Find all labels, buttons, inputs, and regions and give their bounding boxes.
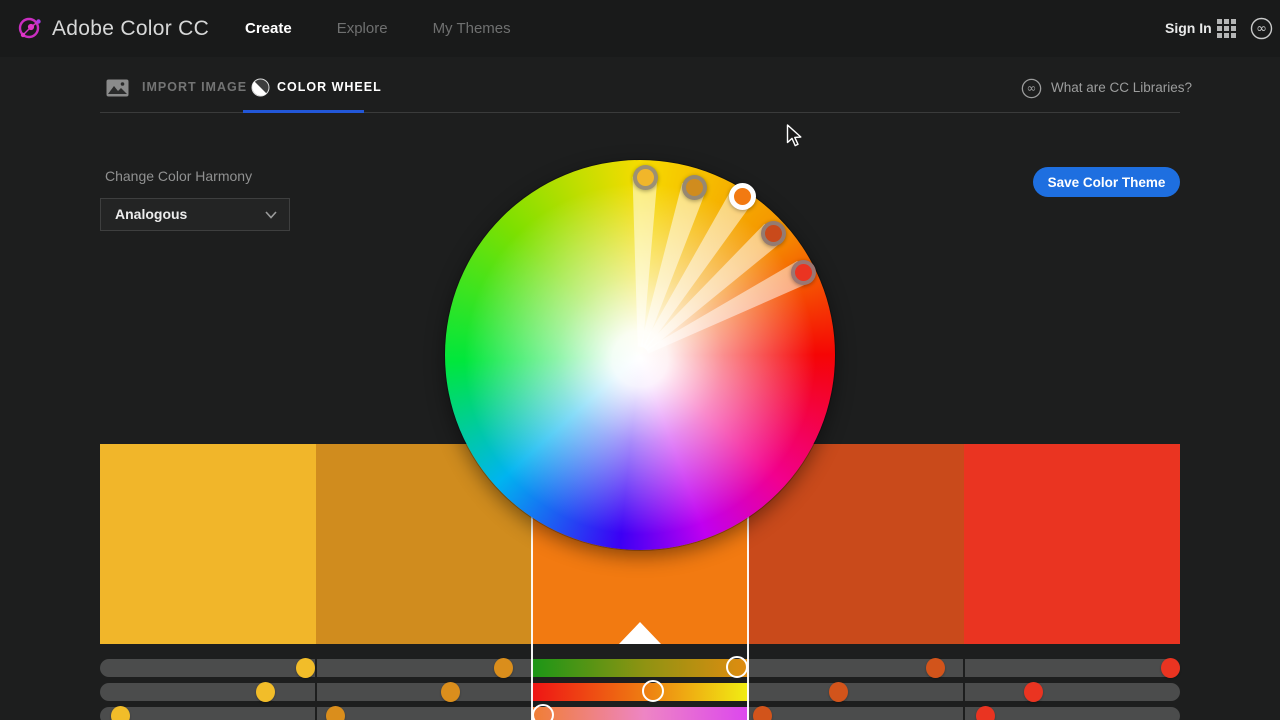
wheel-marker-1[interactable] [681, 174, 707, 200]
red-slider-handle-2[interactable] [726, 656, 748, 678]
green-slider-handle-0[interactable] [255, 681, 275, 702]
import-image-icon [106, 79, 129, 97]
green-slider-handle-2[interactable] [642, 680, 664, 702]
wheel-marker-3[interactable] [760, 220, 786, 246]
mouse-cursor-icon [786, 124, 802, 147]
adobe-color-logo-icon[interactable] [16, 14, 44, 42]
selected-swatch-right-border [747, 444, 749, 720]
color-wheel-icon [251, 78, 270, 97]
slider-separator [315, 659, 317, 677]
blue-slider-handle-2[interactable] [532, 704, 554, 720]
blue-gradient-track[interactable] [532, 707, 748, 720]
slider-row-red[interactable] [100, 659, 1180, 677]
tab-color-wheel[interactable]: COLOR WHEEL [277, 80, 382, 94]
green-slider-handle-1[interactable] [440, 681, 460, 702]
green-gradient-track[interactable] [532, 683, 748, 701]
swatch-4[interactable] [964, 444, 1180, 644]
green-slider-handle-4[interactable] [1023, 681, 1043, 702]
wheel-marker-2-selected[interactable] [728, 182, 756, 210]
nav-item-explore[interactable]: Explore [336, 20, 388, 37]
slider-separator [315, 683, 317, 701]
slider-separator [315, 707, 317, 720]
save-color-theme-button[interactable]: Save Color Theme [1033, 167, 1180, 197]
apps-grid-icon[interactable] [1217, 19, 1236, 38]
blue-slider-handle-1[interactable] [325, 705, 345, 720]
green-slider-handle-3[interactable] [828, 681, 848, 702]
tab-import-image[interactable]: IMPORT IMAGE [142, 80, 248, 94]
swatch-row [100, 444, 1180, 644]
harmony-label: Change Color Harmony [105, 168, 253, 184]
wheel-marker-0[interactable] [632, 164, 658, 190]
slider-row-blue[interactable] [100, 707, 1180, 720]
blue-slider-handle-0[interactable] [110, 705, 130, 720]
sign-in-link[interactable]: Sign In [1165, 20, 1212, 36]
swatch-0[interactable] [100, 444, 316, 644]
main-nav: Create Explore My Themes [245, 0, 511, 57]
cc-libraries-icon: ∞ [1021, 78, 1042, 99]
wheel-marker-4[interactable] [790, 259, 816, 285]
red-slider-handle-4[interactable] [1160, 657, 1180, 678]
blue-slider-handle-3[interactable] [752, 705, 772, 720]
red-slider-handle-1[interactable] [493, 657, 513, 678]
active-tab-underline [243, 110, 364, 113]
harmony-dropdown[interactable]: Analogous [100, 198, 290, 231]
slider-separator [963, 683, 965, 701]
selected-swatch-pointer-triangle [619, 622, 661, 644]
red-slider-handle-0[interactable] [295, 657, 315, 678]
svg-text:∞: ∞ [1256, 22, 1267, 37]
color-wheel[interactable] [445, 160, 835, 550]
red-slider-handle-3[interactable] [925, 657, 945, 678]
cc-libraries-link[interactable]: What are CC Libraries? [1051, 80, 1193, 95]
nav-item-my-themes[interactable]: My Themes [432, 20, 511, 37]
harmony-selected-value: Analogous [115, 206, 188, 222]
slider-row-green[interactable] [100, 683, 1180, 701]
slider-separator [963, 659, 965, 677]
creative-cloud-icon[interactable]: ∞ [1250, 17, 1273, 40]
slider-separator [963, 707, 965, 720]
chevron-down-icon [265, 211, 277, 219]
svg-text:∞: ∞ [1027, 81, 1037, 95]
top-bar: Adobe Color CC Create Explore My Themes Si… [0, 0, 1280, 57]
app-title: Adobe Color CC [52, 17, 210, 40]
red-gradient-track[interactable] [532, 659, 748, 677]
tab-divider [100, 112, 1180, 113]
selected-swatch-left-border [531, 444, 533, 720]
blue-slider-handle-4[interactable] [975, 705, 995, 720]
nav-item-create[interactable]: Create [245, 20, 292, 37]
